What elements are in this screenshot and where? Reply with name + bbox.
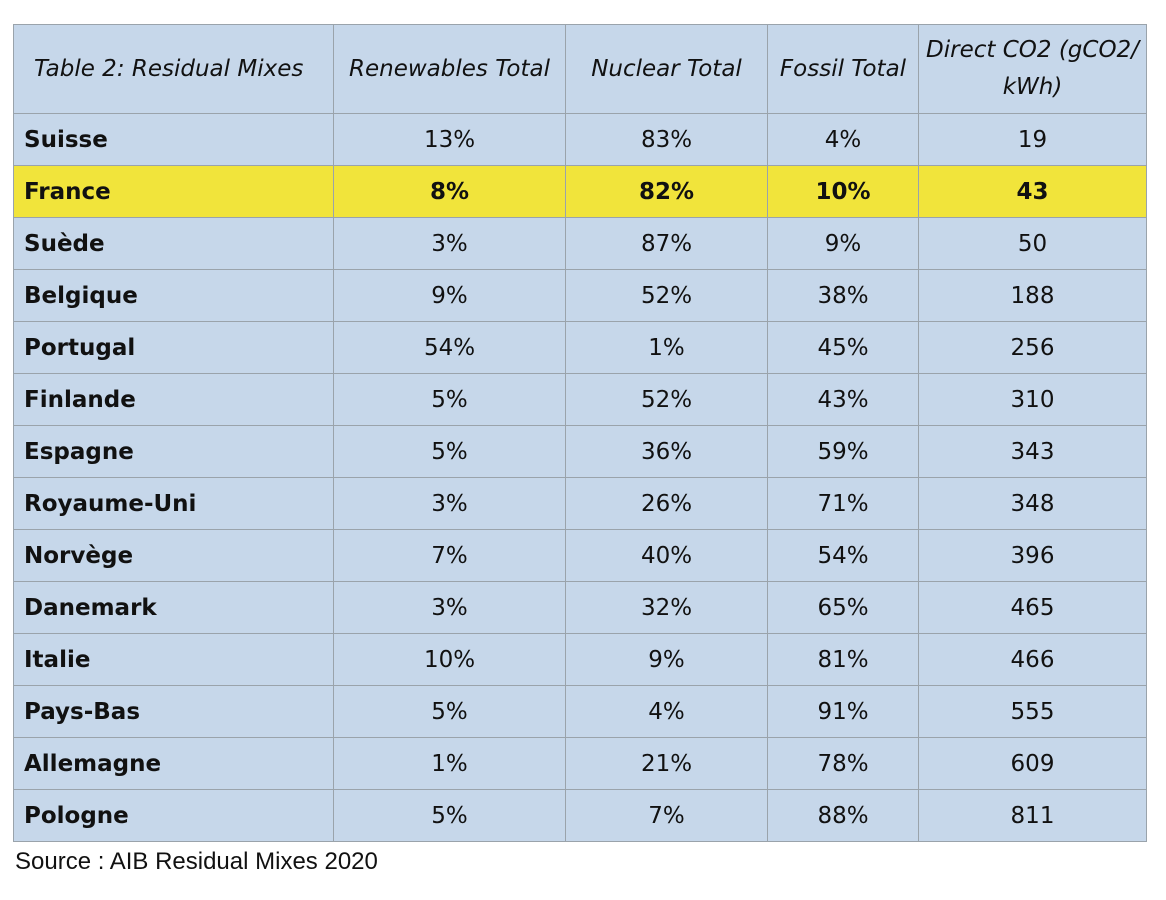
co2-cell: 348	[918, 477, 1147, 530]
table-body: Suisse 13% 83% 4% 19 France 8% 82% 10% 43 Suède 3% 8…	[13, 113, 1147, 842]
co2-cell: 188	[918, 269, 1147, 322]
country-cell: Italie	[13, 633, 334, 686]
table-row: Danemark 3% 32% 65% 465	[13, 581, 1147, 634]
fossil-cell: 91%	[767, 685, 919, 738]
renewables-cell: 54%	[333, 321, 566, 374]
table-row: Allemagne 1% 21% 78% 609	[13, 737, 1147, 790]
co2-cell: 466	[918, 633, 1147, 686]
renewables-cell: 3%	[333, 477, 566, 530]
table-row: Suède 3% 87% 9% 50	[13, 217, 1147, 270]
nuclear-cell: 82%	[565, 165, 768, 218]
renewables-cell: 8%	[333, 165, 566, 218]
table-row: Portugal 54% 1% 45% 256	[13, 321, 1147, 374]
table-row: Royaume-Uni 3% 26% 71% 348	[13, 477, 1147, 530]
table-row: Italie 10% 9% 81% 466	[13, 633, 1147, 686]
nuclear-cell: 36%	[565, 425, 768, 478]
country-cell: Suisse	[13, 113, 334, 166]
fossil-cell: 10%	[767, 165, 919, 218]
renewables-cell: 7%	[333, 529, 566, 582]
renewables-cell: 9%	[333, 269, 566, 322]
renewables-cell: 13%	[333, 113, 566, 166]
country-cell: Royaume-Uni	[13, 477, 334, 530]
table-row: Finlande 5% 52% 43% 310	[13, 373, 1147, 426]
nuclear-cell: 40%	[565, 529, 768, 582]
co2-header: Direct CO2 (gCO2/ kWh)	[918, 24, 1147, 114]
nuclear-cell: 87%	[565, 217, 768, 270]
country-cell: Finlande	[13, 373, 334, 426]
fossil-cell: 78%	[767, 737, 919, 790]
nuclear-cell: 52%	[565, 373, 768, 426]
renewables-cell: 3%	[333, 581, 566, 634]
country-cell: Espagne	[13, 425, 334, 478]
renewables-cell: 10%	[333, 633, 566, 686]
table-caption-header: Table 2: Residual Mixes	[13, 24, 334, 114]
nuclear-cell: 32%	[565, 581, 768, 634]
co2-cell: 609	[918, 737, 1147, 790]
renewables-cell: 5%	[333, 685, 566, 738]
renewables-cell: 1%	[333, 737, 566, 790]
table-row: Pays-Bas 5% 4% 91% 555	[13, 685, 1147, 738]
country-cell: Pologne	[13, 789, 334, 842]
table-row: Pologne 5% 7% 88% 811	[13, 789, 1147, 842]
country-cell: Pays-Bas	[13, 685, 334, 738]
country-cell: Suède	[13, 217, 334, 270]
fossil-cell: 81%	[767, 633, 919, 686]
fossil-cell: 59%	[767, 425, 919, 478]
fossil-cell: 88%	[767, 789, 919, 842]
table-row: France 8% 82% 10% 43	[13, 165, 1147, 218]
fossil-cell: 4%	[767, 113, 919, 166]
table-row: Espagne 5% 36% 59% 343	[13, 425, 1147, 478]
co2-cell: 465	[918, 581, 1147, 634]
nuclear-cell: 83%	[565, 113, 768, 166]
co2-cell: 256	[918, 321, 1147, 374]
renewables-cell: 5%	[333, 425, 566, 478]
nuclear-cell: 21%	[565, 737, 768, 790]
renewables-header: Renewables Total	[333, 24, 566, 114]
fossil-cell: 38%	[767, 269, 919, 322]
co2-cell: 396	[918, 529, 1147, 582]
country-cell: Belgique	[13, 269, 334, 322]
nuclear-header: Nuclear Total	[565, 24, 768, 114]
residual-mixes-table-container: Table 2: Residual Mixes Renewables Total…	[13, 24, 1147, 842]
country-cell: Allemagne	[13, 737, 334, 790]
table-row: Norvège 7% 40% 54% 396	[13, 529, 1147, 582]
country-cell: Danemark	[13, 581, 334, 634]
renewables-cell: 5%	[333, 373, 566, 426]
source-note: Source : AIB Residual Mixes 2020	[15, 848, 378, 875]
fossil-header: Fossil Total	[767, 24, 919, 114]
fossil-cell: 71%	[767, 477, 919, 530]
fossil-cell: 54%	[767, 529, 919, 582]
country-cell: Portugal	[13, 321, 334, 374]
fossil-cell: 45%	[767, 321, 919, 374]
co2-cell: 343	[918, 425, 1147, 478]
nuclear-cell: 26%	[565, 477, 768, 530]
fossil-cell: 43%	[767, 373, 919, 426]
renewables-cell: 5%	[333, 789, 566, 842]
nuclear-cell: 1%	[565, 321, 768, 374]
residual-mixes-table: Table 2: Residual Mixes Renewables Total…	[13, 24, 1147, 842]
country-cell: Norvège	[13, 529, 334, 582]
fossil-cell: 9%	[767, 217, 919, 270]
co2-cell: 811	[918, 789, 1147, 842]
renewables-cell: 3%	[333, 217, 566, 270]
co2-cell: 555	[918, 685, 1147, 738]
co2-cell: 19	[918, 113, 1147, 166]
table-header-row: Table 2: Residual Mixes Renewables Total…	[13, 24, 1147, 114]
co2-cell: 50	[918, 217, 1147, 270]
country-cell: France	[13, 165, 334, 218]
table-row: Belgique 9% 52% 38% 188	[13, 269, 1147, 322]
nuclear-cell: 52%	[565, 269, 768, 322]
nuclear-cell: 9%	[565, 633, 768, 686]
fossil-cell: 65%	[767, 581, 919, 634]
nuclear-cell: 4%	[565, 685, 768, 738]
table-row: Suisse 13% 83% 4% 19	[13, 113, 1147, 166]
co2-cell: 310	[918, 373, 1147, 426]
co2-cell: 43	[918, 165, 1147, 218]
nuclear-cell: 7%	[565, 789, 768, 842]
